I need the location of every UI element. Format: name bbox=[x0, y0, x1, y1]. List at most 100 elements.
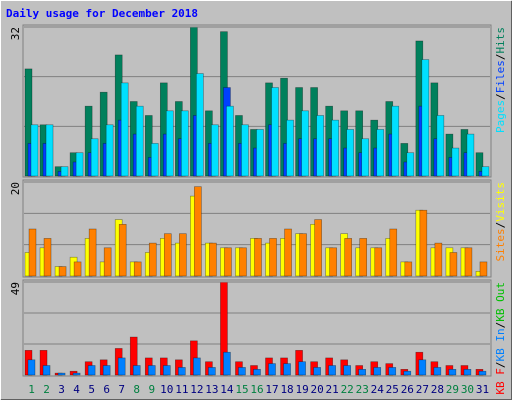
bar bbox=[148, 242, 157, 277]
bar bbox=[73, 261, 82, 277]
bar bbox=[481, 166, 490, 177]
legend-entry: Files bbox=[494, 60, 507, 93]
bar bbox=[449, 252, 458, 277]
bar bbox=[436, 115, 445, 177]
legend-separator: / bbox=[494, 93, 507, 100]
bar bbox=[314, 219, 322, 277]
bar bbox=[27, 359, 36, 376]
bar bbox=[268, 363, 276, 376]
bar bbox=[344, 238, 352, 277]
x-tick-label: 30 bbox=[461, 383, 474, 396]
x-tick-label: 27 bbox=[416, 383, 429, 396]
bar bbox=[223, 351, 231, 376]
bar bbox=[178, 367, 186, 376]
legend-entry: Hits bbox=[494, 27, 507, 54]
bar bbox=[389, 228, 398, 277]
bar bbox=[196, 73, 204, 177]
legend: KB F/KB In/KB Out bbox=[494, 282, 507, 395]
bar bbox=[451, 147, 460, 177]
legend-entry: Sites bbox=[494, 228, 507, 261]
x-tick-label: 29 bbox=[446, 383, 459, 396]
x-tick-label: 3 bbox=[58, 383, 65, 396]
x-tick-label: 14 bbox=[220, 383, 234, 396]
bar bbox=[103, 247, 112, 277]
bar bbox=[434, 242, 443, 277]
x-tick-label: 6 bbox=[103, 383, 110, 396]
bar bbox=[298, 361, 306, 376]
x-tick-label: 11 bbox=[175, 383, 188, 396]
bar bbox=[253, 369, 261, 376]
x-tick-label: 13 bbox=[205, 383, 218, 396]
bar bbox=[90, 138, 99, 177]
x-tick-label: 24 bbox=[371, 383, 385, 396]
x-tick-label: 4 bbox=[73, 383, 80, 396]
x-tick-label: 28 bbox=[431, 383, 444, 396]
x-tick-label: 15 bbox=[235, 383, 248, 396]
x-tick-label: 26 bbox=[401, 383, 414, 396]
legend-separator: / bbox=[494, 54, 507, 61]
bar bbox=[132, 365, 141, 376]
bar bbox=[479, 261, 488, 277]
x-tick-label: 1 bbox=[28, 383, 35, 396]
bar bbox=[343, 365, 351, 376]
legend-separator: / bbox=[494, 222, 507, 229]
bar bbox=[254, 238, 262, 277]
bar bbox=[117, 357, 126, 376]
y-tick-label: 20 bbox=[9, 182, 22, 195]
bar bbox=[209, 242, 217, 277]
x-tick-label: 16 bbox=[250, 383, 263, 396]
bar bbox=[406, 152, 415, 177]
bar bbox=[328, 365, 336, 376]
bar bbox=[239, 247, 247, 277]
legend-entry: KB In bbox=[494, 328, 507, 361]
bar bbox=[58, 266, 67, 277]
bar bbox=[105, 124, 114, 177]
bar bbox=[478, 370, 487, 376]
bar bbox=[118, 224, 127, 277]
bar bbox=[28, 228, 37, 277]
bar bbox=[433, 367, 442, 376]
y-tick-label: 32 bbox=[9, 27, 22, 40]
x-tick-label: 19 bbox=[295, 383, 308, 396]
bar bbox=[208, 367, 216, 376]
bar bbox=[88, 228, 97, 277]
bar bbox=[87, 365, 96, 376]
bar bbox=[162, 365, 171, 376]
bar bbox=[60, 166, 69, 177]
bar bbox=[179, 233, 187, 277]
x-tick-label: 8 bbox=[133, 383, 140, 396]
bar bbox=[165, 110, 174, 177]
x-tick-label: 18 bbox=[280, 383, 293, 396]
bar bbox=[329, 247, 337, 277]
x-tick-label: 2 bbox=[43, 383, 50, 396]
bar bbox=[374, 247, 383, 277]
bar bbox=[464, 247, 473, 277]
y-tick-label: 49 bbox=[9, 282, 22, 295]
bar bbox=[418, 359, 427, 376]
bar bbox=[241, 124, 249, 177]
x-tick-label: 25 bbox=[386, 383, 399, 396]
legend-entry: Visits bbox=[494, 182, 507, 222]
bar bbox=[316, 115, 324, 177]
bar bbox=[211, 124, 219, 177]
bar bbox=[283, 363, 291, 376]
bar bbox=[419, 209, 428, 277]
legend-entry: KB Out bbox=[494, 282, 507, 322]
x-tick-label: 12 bbox=[190, 383, 203, 396]
legend-entry: KB F bbox=[494, 368, 507, 395]
x-tick-label: 31 bbox=[476, 383, 489, 396]
bar bbox=[448, 369, 457, 376]
x-tick-label: 22 bbox=[341, 383, 354, 396]
bar bbox=[193, 357, 201, 376]
legend-entry: Pages bbox=[494, 100, 507, 133]
bar bbox=[133, 261, 142, 277]
bar bbox=[194, 186, 202, 277]
bar bbox=[403, 370, 412, 376]
x-tick-label: 17 bbox=[265, 383, 278, 396]
legend: Pages/Files/Hits bbox=[494, 27, 507, 133]
legend-separator: / bbox=[494, 362, 507, 369]
x-tick-label: 9 bbox=[148, 383, 155, 396]
bar bbox=[359, 238, 368, 277]
